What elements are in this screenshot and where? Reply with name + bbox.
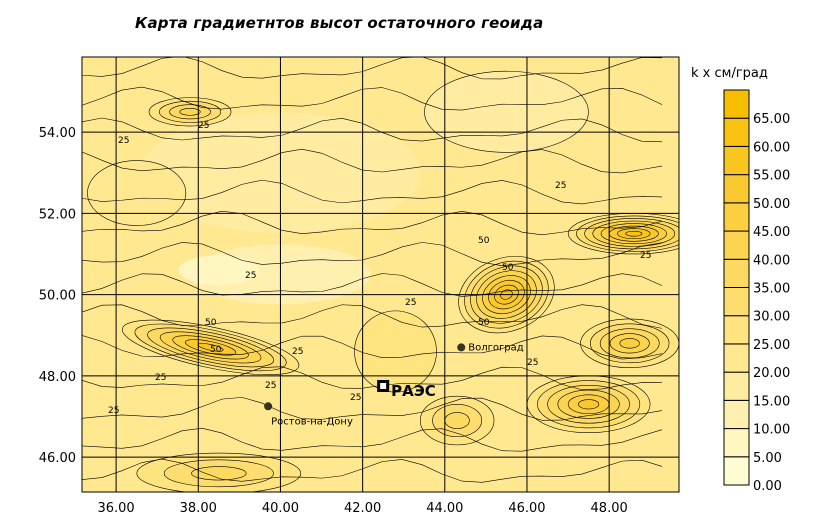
colorbar-tick-label: 65.00	[753, 112, 790, 127]
contour-line	[82, 242, 663, 266]
contour-label: 50	[478, 318, 490, 328]
colorbar-tick-label: 35.00	[753, 282, 790, 297]
colorbar-tick-label: 5.00	[753, 451, 782, 466]
colorbar-swatch	[723, 174, 750, 204]
plot-area: 25 25 25 25 25 25 50 50 50 50 50 25 25 25 25 25 25	[82, 57, 679, 492]
contour-line	[82, 273, 663, 297]
contour-line	[82, 86, 663, 111]
contour-label: 50	[210, 345, 222, 355]
y-tick-label: 48.00	[39, 370, 76, 385]
contour-label: 25	[118, 136, 129, 146]
map-title: Карта градиетнтов высот остаточного геои…	[135, 14, 544, 32]
contour-label: 25	[292, 347, 303, 357]
contour-label: 25	[155, 373, 166, 383]
x-tick-label: 40.00	[262, 501, 299, 516]
contour-label: 50	[205, 318, 217, 328]
contour-label: 25	[350, 393, 361, 403]
colorbar-tick-label: 20.00	[753, 366, 790, 381]
x-tick-label: 42.00	[344, 501, 381, 516]
contour-label: 25	[555, 181, 566, 191]
contour-high	[444, 412, 470, 429]
colorbar-swatch	[723, 428, 750, 458]
contour-label: 25	[108, 406, 119, 416]
city-label: Ростов-на-Дону	[271, 416, 353, 427]
colorbar-tick-label: 25.00	[753, 338, 790, 353]
colorbar-tick-label: 30.00	[753, 310, 790, 325]
contour-label: 25	[265, 381, 276, 391]
x-tick-label: 36.00	[97, 501, 134, 516]
city-marker-icon	[264, 402, 273, 411]
contour-label: 25	[527, 358, 538, 368]
colorbar-swatch	[723, 343, 750, 373]
city-marker-icon	[457, 343, 466, 352]
colorbar-swatch	[723, 456, 750, 486]
colorbar-swatch	[723, 230, 750, 260]
plot-frame	[81, 56, 680, 493]
y-tick-label: 54.00	[39, 126, 76, 141]
contour-high	[578, 399, 600, 410]
contour-label: 25	[198, 121, 209, 131]
colorbar-tick-label: 40.00	[753, 253, 790, 268]
contour-high	[625, 230, 643, 237]
contour-label: 50	[502, 263, 514, 273]
colorbar-tick-label: 45.00	[753, 225, 790, 240]
x-tick-label: 46.00	[508, 501, 545, 516]
grid-lines	[82, 57, 679, 492]
contour-label: 50	[478, 236, 490, 246]
colorbar-swatch	[723, 202, 750, 232]
colorbar-tick-label: 60.00	[753, 140, 790, 155]
station-label: РАЭС	[391, 382, 436, 400]
y-tick-label: 50.00	[39, 289, 76, 304]
field-region	[178, 255, 259, 286]
contour-line	[82, 210, 663, 236]
colorbar-unit-label: k x см/град	[691, 66, 768, 81]
colorbar-tick-label: 0.00	[753, 479, 782, 494]
colorbar-swatch	[723, 315, 750, 345]
contour-high	[179, 107, 201, 116]
colorbar-swatch	[723, 145, 750, 176]
city-label: Волгоград	[468, 342, 523, 353]
y-tick-label: 52.00	[39, 207, 76, 222]
colorbar-swatch	[723, 89, 750, 119]
colorbar-swatch	[723, 399, 750, 430]
contour-line	[82, 366, 663, 391]
contour-line	[82, 117, 663, 143]
contour-line	[82, 148, 663, 174]
colorbar-swatch	[723, 371, 750, 401]
colorbar-tick-label: 15.00	[753, 394, 790, 409]
contour-label: 25	[640, 251, 651, 261]
x-tick-label: 44.00	[426, 501, 463, 516]
contour-line	[82, 458, 663, 483]
contour-line	[82, 335, 663, 360]
contour-low	[424, 70, 589, 153]
contour-high	[191, 466, 247, 481]
colorbar-tick-label: 50.00	[753, 197, 790, 212]
contour-low	[87, 160, 187, 226]
contour-high	[619, 338, 640, 349]
contour-line	[82, 304, 663, 329]
colorbar-tick-label: 10.00	[753, 423, 790, 438]
colorbar-swatch	[723, 287, 750, 317]
contour-line	[82, 57, 663, 80]
x-tick-label: 48.00	[591, 501, 628, 516]
colorbar-swatch	[723, 117, 750, 147]
contour-label: 25	[245, 271, 256, 281]
colorbar: 0.00 5.00 10.00 15.00 20.00 25.00 30.00 35.00 40…	[723, 89, 790, 494]
x-tick-label: 38.00	[180, 501, 217, 516]
contour-high	[354, 310, 437, 393]
y-tick-label: 46.00	[39, 451, 76, 466]
contour-line	[82, 179, 663, 205]
contour-line	[82, 397, 663, 421]
colorbar-swatch	[723, 258, 750, 288]
contour-line	[82, 427, 663, 452]
colorbar-tick-label: 55.00	[753, 169, 790, 184]
contour-label: 25	[405, 298, 416, 308]
